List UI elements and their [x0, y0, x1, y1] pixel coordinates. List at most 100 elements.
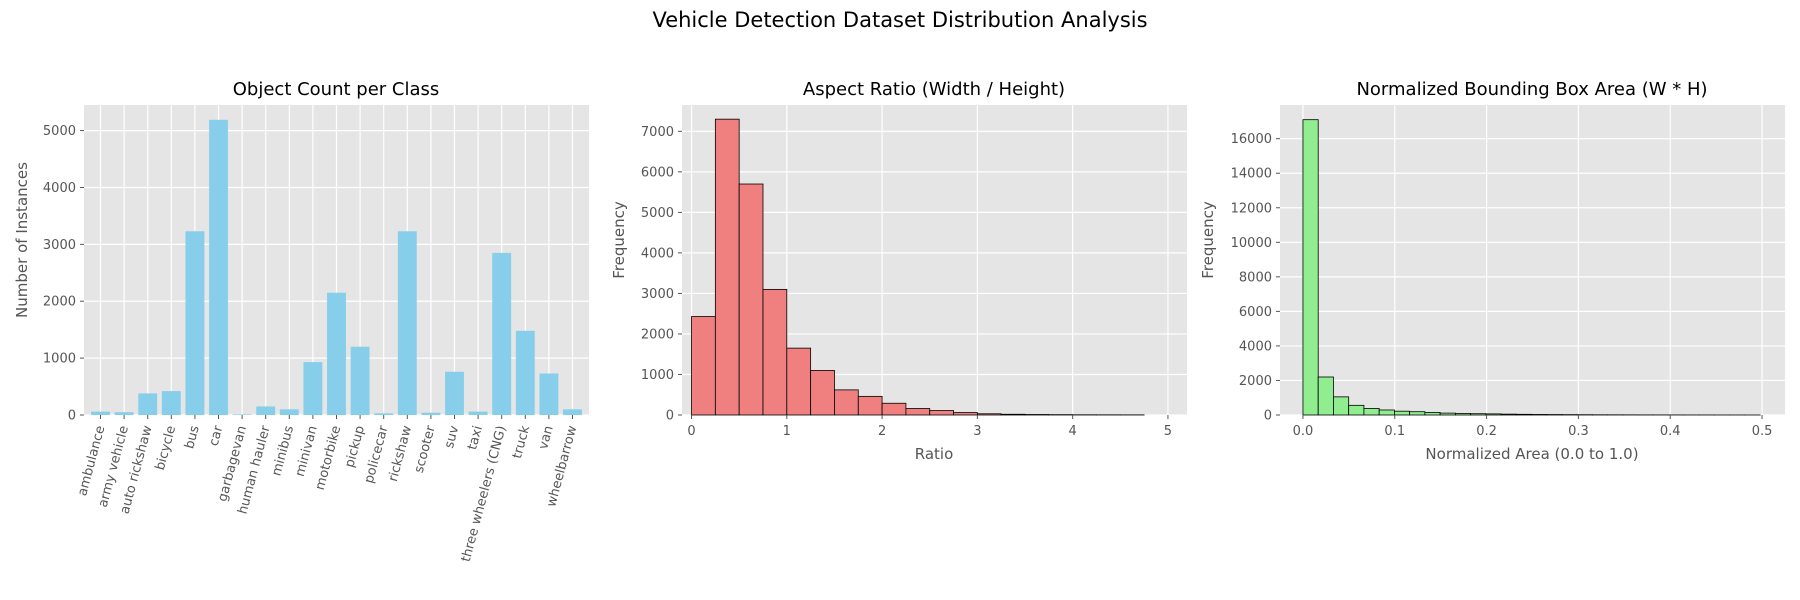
- histogram-bin: [691, 316, 716, 416]
- x-tick-label: car: [207, 424, 227, 448]
- bar-suv: [445, 371, 464, 415]
- bar-car: [209, 119, 228, 415]
- panel-aspect-ratio: Aspect Ratio (Width / Height) Frequency …: [610, 79, 1187, 463]
- bar-wheelbarrow: [563, 409, 582, 415]
- panel-object-count: Object Count per Class Number of Instanc…: [13, 79, 589, 564]
- bar-ambulance: [91, 411, 110, 415]
- y-tick-label: 4000: [641, 246, 674, 261]
- x-tick-label: 3: [973, 424, 981, 439]
- y-axis-label-bbox-area: Frequency: [1199, 201, 1217, 279]
- y-tick-label: 6000: [1239, 305, 1272, 320]
- x-axis-label-bbox-area: Normalized Area (0.0 to 1.0): [1425, 445, 1638, 463]
- histogram-bin: [1363, 408, 1380, 416]
- panel-bbox-area: Normalized Bounding Box Area (W * H) Fre…: [1199, 79, 1785, 463]
- x-tick-label: bicycle: [153, 424, 179, 472]
- bar-minivan: [303, 362, 323, 415]
- bar-bicycle: [161, 391, 181, 415]
- histogram-bin: [762, 288, 788, 416]
- x-tick-label: 2: [878, 424, 886, 439]
- x-tick-label: 0.3: [1568, 424, 1589, 439]
- x-tick-label: 0.1: [1384, 424, 1405, 439]
- histogram-bin: [1302, 119, 1319, 416]
- x-tick-label: 0.2: [1476, 424, 1497, 439]
- y-axis-label-aspect-ratio: Frequency: [610, 201, 628, 279]
- bar-three-wheelers-cng-: [492, 252, 512, 415]
- histogram-bin: [1454, 413, 1472, 416]
- panel-title-object-count: Object Count per Class: [233, 79, 440, 100]
- plot-area-aspect-ratio: 0 1000 2000 3000 4000 5000 6000 7000 0 1 2 3 4 5: [641, 105, 1187, 439]
- y-tick-label: 1000: [43, 352, 76, 367]
- x-tick-label: 1: [783, 424, 791, 439]
- y-tick-label: 2000: [1239, 374, 1272, 389]
- histogram-bin: [810, 370, 835, 416]
- histogram-bin: [1333, 396, 1350, 416]
- panel-title-bbox-area: Normalized Bounding Box Area (W * H): [1356, 79, 1707, 100]
- bar-scooter: [421, 412, 441, 415]
- y-tick-label: 0: [666, 409, 674, 424]
- bar-taxi: [468, 411, 488, 415]
- x-tick-label: 0: [687, 424, 695, 439]
- y-tick-label: 0: [68, 409, 76, 424]
- y-tick-label: 3000: [43, 238, 76, 253]
- bar-garbagevan: [232, 414, 252, 415]
- y-tick-label: 10000: [1231, 236, 1272, 251]
- y-axis-label-object-count: Number of Instances: [13, 162, 31, 318]
- x-tick-label: truck: [510, 424, 533, 461]
- bar-bus: [185, 231, 205, 415]
- plot-background-bbox-area: [1280, 105, 1785, 415]
- x-tick-label: van: [536, 424, 557, 451]
- y-tick-label: 6000: [641, 165, 674, 180]
- histogram-bin: [1000, 413, 1026, 416]
- y-tick-label: 0: [1264, 409, 1272, 424]
- y-tick-label: 12000: [1231, 201, 1272, 216]
- x-tick-label: 5: [1164, 424, 1172, 439]
- y-tick-label: 4000: [1239, 339, 1272, 354]
- bar-human-hauler: [256, 406, 276, 415]
- histogram-bin: [1470, 413, 1487, 416]
- histogram-bin: [1531, 414, 1548, 416]
- y-tick-label: 3000: [641, 287, 674, 302]
- histogram-bin: [953, 412, 978, 416]
- y-tick-label: 2000: [43, 295, 76, 310]
- histogram-bin: [1515, 413, 1532, 416]
- bar-policecar: [374, 413, 394, 415]
- x-tick-label: suv: [442, 424, 462, 450]
- figure-title: Vehicle Detection Dataset Distribution A…: [652, 8, 1147, 32]
- histogram-bin: [1485, 413, 1502, 416]
- y-tick-label: 8000: [1239, 270, 1272, 285]
- histogram-bin: [857, 395, 883, 416]
- x-tick-label: scooter: [412, 424, 439, 475]
- histogram-bin: [1439, 412, 1456, 416]
- x-tick-label: 0.4: [1660, 424, 1681, 439]
- bar-rickshaw: [397, 231, 417, 415]
- histogram-bin: [1394, 410, 1411, 416]
- y-tick-label: 2000: [641, 327, 674, 342]
- bar-motorbike: [327, 292, 346, 415]
- histogram-bin: [738, 183, 764, 416]
- bar-truck: [515, 330, 535, 415]
- histogram-bin: [1378, 409, 1395, 416]
- y-tick-label: 7000: [641, 125, 674, 140]
- histogram-bin: [786, 347, 812, 416]
- y-tick-label: 1000: [641, 368, 674, 383]
- bar-auto-rickshaw: [138, 393, 158, 415]
- histogram-bin: [929, 410, 954, 416]
- y-tick-label: 16000: [1231, 132, 1272, 147]
- histogram-bin: [1409, 411, 1426, 416]
- histogram-bin: [834, 389, 859, 416]
- histogram-bin: [976, 413, 1002, 416]
- x-tick-label: bus: [182, 424, 203, 451]
- x-tick-label: pickup: [342, 424, 368, 469]
- x-tick-label: 0.5: [1752, 424, 1773, 439]
- histogram-bin: [714, 118, 740, 416]
- histogram-bin: [1317, 376, 1334, 416]
- y-tick-label: 5000: [641, 206, 674, 221]
- y-tick-label: 4000: [43, 181, 76, 196]
- histogram-bin: [1424, 412, 1441, 416]
- y-tick-label: 5000: [43, 124, 76, 139]
- x-tick-label: minibus: [269, 424, 297, 478]
- panel-title-aspect-ratio: Aspect Ratio (Width / Height): [803, 79, 1065, 100]
- bar-army-vehicle: [114, 412, 134, 415]
